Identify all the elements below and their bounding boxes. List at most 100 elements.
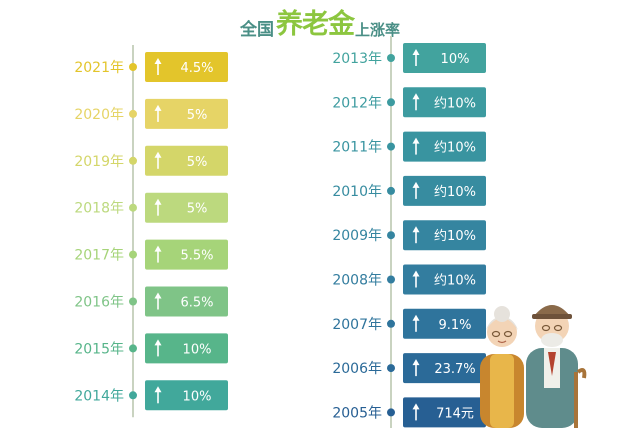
timeline-dot	[129, 391, 137, 400]
bar-value-label: 5%	[187, 155, 208, 170]
bar-value-label: 714元	[436, 406, 474, 421]
bar-row: 2011年 约10%	[332, 131, 486, 162]
grandma-figure	[480, 306, 524, 428]
year-label: 2016年	[74, 295, 124, 311]
bar-value-label: 10%	[441, 52, 470, 67]
year-label: 2010年	[332, 184, 382, 200]
up-arrow-icon	[412, 226, 420, 244]
bar-value-label: 6.5%	[180, 296, 213, 311]
up-arrow-icon	[154, 339, 162, 357]
year-label: 2020年	[74, 107, 124, 123]
year-label: 2007年	[332, 317, 382, 333]
timeline-dot	[129, 156, 137, 165]
year-label: 2006年	[332, 361, 382, 377]
bar	[145, 333, 228, 364]
up-arrow-icon	[412, 270, 420, 288]
bar-row: 2013年 10%	[332, 43, 486, 73]
bar	[403, 87, 486, 118]
title-part-1: 全国	[240, 20, 274, 40]
up-arrow-icon	[154, 104, 162, 122]
bar	[403, 175, 486, 206]
bar-row: 2010年 约10%	[332, 175, 486, 206]
year-label: 2009年	[332, 228, 382, 244]
bar	[145, 145, 228, 176]
timeline-dot	[129, 344, 137, 353]
timeline-dot	[129, 109, 137, 118]
bar-row: 2008年 约10%	[332, 264, 486, 295]
bar-value-label: 10%	[183, 389, 212, 404]
chart-title: 全国 养老金 上涨率	[240, 6, 401, 41]
up-arrow-icon	[412, 403, 420, 421]
timeline-dot	[129, 203, 137, 212]
year-label: 2021年	[74, 60, 124, 76]
year-label: 2014年	[74, 388, 124, 404]
timeline-dot	[387, 231, 395, 240]
year-label: 2011年	[332, 140, 382, 156]
bar-row: 2017年 5.5%	[74, 239, 228, 270]
up-arrow-icon	[154, 245, 162, 263]
bar-value-label: 约10%	[434, 185, 476, 200]
year-label: 2017年	[74, 248, 124, 264]
timeline-dot	[387, 319, 395, 328]
bar-value-label: 5%	[187, 108, 208, 123]
up-arrow-icon	[154, 58, 162, 75]
timeline-dot	[387, 364, 395, 373]
year-label: 2018年	[74, 201, 124, 217]
bar	[145, 380, 228, 411]
bar-row: 2007年 9.1%	[332, 308, 486, 339]
bar-value-label: 约10%	[434, 141, 476, 156]
timeline-dot	[387, 186, 395, 195]
elderly-couple-illustration	[480, 305, 587, 428]
bar-row: 2006年 23.7%	[332, 353, 486, 384]
timeline-dot	[387, 98, 395, 107]
bar	[145, 239, 228, 270]
up-arrow-icon	[154, 151, 162, 169]
bar-row: 2005年 714元	[332, 397, 486, 428]
up-arrow-icon	[412, 137, 420, 155]
bar-row: 2009年 约10%	[332, 220, 486, 251]
bar-row: 2015年 10%	[74, 333, 228, 364]
bar-value-label: 9.1%	[438, 318, 471, 333]
year-label: 2019年	[74, 154, 124, 170]
up-arrow-icon	[412, 181, 420, 199]
bar	[403, 308, 486, 339]
bar-value-label: 约10%	[434, 229, 476, 244]
bar-row: 2020年 5%	[74, 98, 228, 129]
up-arrow-icon	[154, 292, 162, 310]
bar	[403, 131, 486, 162]
bar-row: 2016年 6.5%	[74, 286, 228, 317]
bar-value-label: 5%	[187, 202, 208, 217]
bar	[145, 286, 228, 317]
timeline-dot	[387, 54, 395, 62]
up-arrow-icon	[154, 198, 162, 216]
bar	[145, 98, 228, 129]
timeline-dot	[129, 297, 137, 306]
bar	[403, 220, 486, 251]
bar-value-label: 10%	[183, 342, 212, 357]
bar-value-label: 5.5%	[180, 249, 213, 264]
timeline-dot	[129, 250, 137, 259]
timeline-dot	[387, 275, 395, 284]
bar-value-label: 约10%	[434, 96, 476, 111]
bar-row: 2018年 5%	[74, 192, 228, 223]
title-part-2: 养老金	[276, 9, 355, 40]
timeline-dot	[387, 408, 395, 417]
bar-value-label: 23.7%	[434, 362, 475, 377]
year-label: 2008年	[332, 273, 382, 289]
bar	[145, 52, 228, 82]
bar-value-label: 4.5%	[180, 61, 213, 76]
bar-row: 2012年 约10%	[332, 87, 486, 118]
title-part-3: 上涨率	[355, 21, 401, 39]
grandpa-figure	[526, 305, 587, 428]
up-arrow-icon	[412, 49, 420, 66]
bar	[403, 353, 486, 384]
year-label: 2015年	[74, 341, 124, 357]
bar	[403, 264, 486, 295]
bar	[145, 192, 228, 223]
bar-row: 2014年 10%	[74, 380, 228, 411]
bar-row: 2019年 5%	[74, 145, 228, 176]
up-arrow-icon	[154, 386, 162, 404]
up-arrow-icon	[412, 314, 420, 332]
bar	[403, 397, 486, 428]
